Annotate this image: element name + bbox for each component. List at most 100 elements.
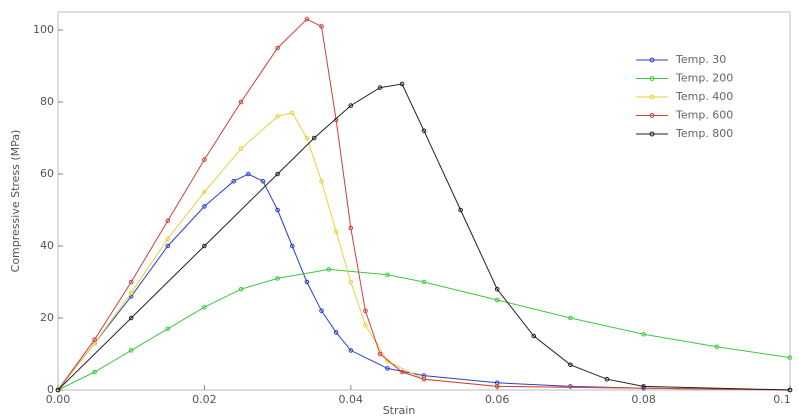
data-point bbox=[399, 81, 405, 87]
data-point bbox=[494, 384, 500, 389]
y-tick-label: 80 bbox=[40, 95, 54, 108]
legend-marker bbox=[649, 57, 655, 63]
data-point bbox=[494, 297, 500, 303]
y-tick-label: 60 bbox=[40, 167, 54, 180]
data-point bbox=[568, 315, 573, 321]
data-point bbox=[202, 157, 207, 162]
x-tick-label: 0.1 bbox=[773, 393, 791, 406]
legend-label: Temp. 30 bbox=[675, 53, 726, 66]
legend: Temp. 30 Temp. 200 Temp. 400 Temp. 600 Temp.… bbox=[636, 53, 733, 140]
data-point bbox=[348, 279, 354, 285]
data-point bbox=[128, 315, 134, 321]
legend-marker bbox=[649, 131, 655, 137]
data-point bbox=[304, 16, 310, 22]
y-tick-label: 40 bbox=[40, 239, 54, 252]
data-point bbox=[363, 308, 368, 314]
data-point bbox=[238, 99, 244, 105]
data-point bbox=[333, 330, 339, 335]
data-point bbox=[128, 290, 134, 296]
data-point bbox=[275, 114, 280, 119]
series-line bbox=[57, 173, 791, 391]
data-point bbox=[641, 331, 646, 337]
data-point bbox=[275, 171, 280, 177]
y-tick-label: 0 bbox=[47, 383, 54, 396]
data-point bbox=[275, 207, 280, 213]
data-point bbox=[348, 225, 354, 231]
x-tick-label: 0.08 bbox=[631, 393, 656, 406]
data-point bbox=[165, 243, 171, 249]
y-tick-label: 20 bbox=[40, 311, 54, 324]
series-line bbox=[57, 112, 791, 391]
data-point bbox=[92, 337, 97, 342]
y-tick-label: 100 bbox=[33, 23, 54, 36]
data-point bbox=[92, 369, 97, 375]
data-point bbox=[377, 351, 383, 357]
data-point bbox=[165, 218, 171, 224]
data-point bbox=[231, 178, 236, 184]
data-point bbox=[326, 267, 332, 272]
data-point bbox=[128, 279, 134, 285]
data-point bbox=[304, 135, 310, 141]
legend-marker bbox=[649, 94, 655, 100]
data-point bbox=[348, 103, 354, 108]
data-point bbox=[568, 384, 573, 389]
data-point bbox=[289, 243, 295, 249]
data-point bbox=[531, 333, 537, 339]
x-tick-label: 0.00 bbox=[46, 393, 71, 406]
data-point bbox=[421, 376, 427, 382]
data-point bbox=[202, 189, 207, 195]
legend-label: Temp. 600 bbox=[675, 109, 733, 122]
data-point bbox=[348, 348, 354, 353]
data-point bbox=[787, 355, 793, 360]
series-line bbox=[57, 18, 791, 391]
data-point bbox=[246, 171, 251, 177]
data-point bbox=[202, 304, 207, 310]
series-line bbox=[57, 268, 791, 391]
data-point bbox=[165, 326, 171, 332]
data-point bbox=[128, 348, 134, 353]
data-point bbox=[421, 128, 427, 134]
data-point bbox=[333, 229, 339, 234]
data-point bbox=[641, 384, 646, 389]
data-point bbox=[238, 146, 244, 152]
data-point bbox=[458, 207, 463, 213]
data-point bbox=[421, 279, 427, 285]
series-line bbox=[57, 83, 791, 391]
data-point bbox=[311, 135, 317, 141]
legend-label: Temp. 200 bbox=[675, 72, 733, 85]
legend-label: Temp. 400 bbox=[675, 90, 733, 103]
data-point bbox=[568, 362, 573, 368]
data-point bbox=[165, 236, 171, 242]
legend-marker bbox=[649, 76, 655, 81]
data-point bbox=[319, 308, 324, 314]
x-tick-label: 0.02 bbox=[192, 393, 217, 406]
data-point bbox=[55, 387, 61, 393]
data-point bbox=[604, 376, 610, 382]
legend-label: Temp. 800 bbox=[675, 127, 733, 140]
data-point bbox=[385, 366, 390, 371]
data-point bbox=[275, 276, 280, 281]
data-point bbox=[202, 243, 207, 249]
y-axis-label: Compressive Stress (MPa) bbox=[9, 130, 22, 273]
data-point bbox=[275, 45, 280, 51]
data-point bbox=[363, 322, 368, 328]
data-point bbox=[260, 178, 266, 184]
x-tick-label: 0.04 bbox=[339, 393, 364, 406]
data-point bbox=[289, 110, 295, 116]
data-point bbox=[202, 204, 207, 209]
data-point bbox=[319, 178, 324, 184]
x-tick-label: 0.06 bbox=[485, 393, 510, 406]
data-point bbox=[377, 85, 383, 90]
data-point bbox=[304, 279, 310, 285]
data-point bbox=[238, 286, 244, 292]
plot-frame bbox=[57, 11, 791, 391]
data-point bbox=[714, 344, 720, 350]
legend-marker bbox=[649, 113, 655, 118]
data-point bbox=[385, 272, 390, 278]
data-point bbox=[494, 286, 500, 292]
x-axis-label: Strain bbox=[383, 404, 416, 417]
data-point bbox=[399, 369, 405, 375]
data-point bbox=[787, 387, 793, 393]
data-point bbox=[319, 24, 324, 29]
